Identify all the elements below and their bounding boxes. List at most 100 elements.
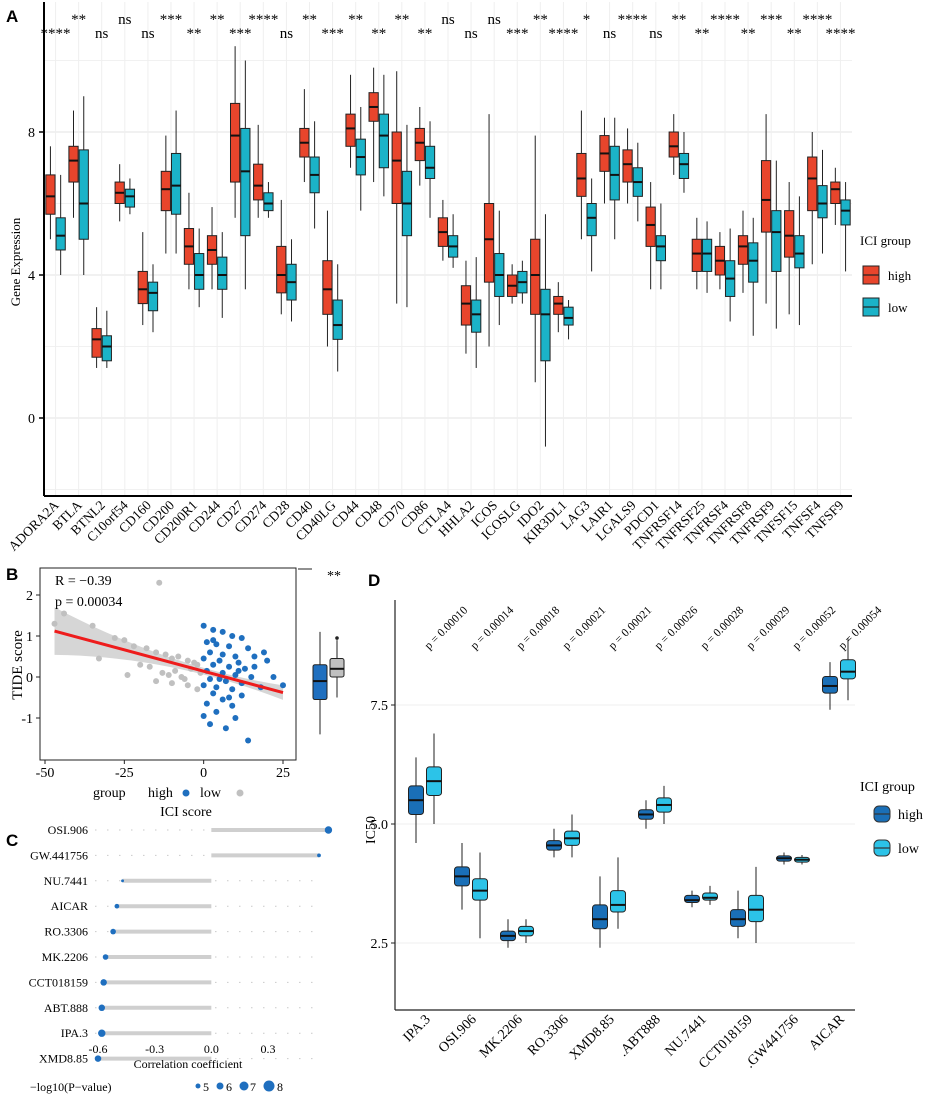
- scatter-point-low: [121, 637, 128, 644]
- significance-CD160: ns: [141, 26, 155, 42]
- pvalue-OSI.906: p = 0.00014: [469, 604, 517, 652]
- box-high-CD200: [160, 170, 171, 212]
- box-high-CD86: [414, 127, 425, 162]
- box-low-ADORA2A: [55, 217, 66, 251]
- scatter-point-high: [232, 715, 239, 721]
- row-label-RO.3306: RO.3306: [44, 925, 88, 939]
- box-low-CD200R1: [194, 253, 205, 290]
- significance-TNFRSF8: **: [741, 26, 756, 42]
- panel-c: C ICI score OSI.906 GW.441756 NU.7441 AICAR…: [6, 805, 333, 1094]
- x-tick-label: 0.3: [261, 1042, 276, 1056]
- inset-outlier: [335, 636, 339, 640]
- pvalue-IPA.3: p = 0.00010: [423, 604, 471, 652]
- box-low-BTLA: [78, 149, 89, 240]
- significance-ICOS: ns: [487, 12, 501, 28]
- y-tick-label: 1: [26, 630, 33, 645]
- lollipop-dot-IPA.3: [98, 1029, 106, 1037]
- significance-CD27: ***: [229, 26, 252, 42]
- significance-CD40: **: [302, 12, 317, 28]
- significance-TNFSF15: **: [787, 26, 802, 42]
- box-high-TNFRSF9: [760, 160, 772, 233]
- x-label-OSI.906: OSI.906: [436, 1012, 480, 1056]
- significance-CD40LG: ***: [321, 26, 344, 42]
- inset-box-high: [312, 664, 328, 701]
- panel-b-ylabel: TIDE score: [10, 630, 26, 700]
- scatter-point-high: [210, 690, 217, 697]
- panel-c-xlabel: Correlation coefficient: [134, 1057, 243, 1071]
- scatter-point-high: [251, 663, 258, 670]
- panel-b-inset-boxplot: **: [298, 568, 345, 735]
- box-high-ICOS: [483, 203, 495, 283]
- ic50-box-high-CCT018159: [730, 909, 746, 927]
- x-tick-label: -25: [115, 766, 134, 781]
- significance-CD274: ****: [248, 12, 278, 28]
- pvalue-CCT018159: p = 0.00029: [745, 604, 793, 652]
- scatter-point-low: [194, 686, 201, 693]
- row-label-XMD8.85: XMD8.85: [39, 1052, 88, 1066]
- significance-CD200: ***: [160, 12, 183, 28]
- scatter-point-high: [207, 649, 214, 656]
- box-high-TNFSF4: [807, 156, 818, 212]
- box-low-CD27: [240, 127, 251, 237]
- y-tick-label: 7.5: [371, 699, 389, 714]
- legend-dot-high: [182, 789, 190, 797]
- lollipop-dot-OSI.906: [324, 826, 333, 834]
- panel-b-legend-title: group: [93, 786, 126, 801]
- x-tick-label: -0.6: [89, 1042, 108, 1056]
- scatter-point-high: [216, 657, 223, 664]
- scatter-point-high: [203, 700, 210, 707]
- y-tick-label: 5.0: [371, 818, 389, 833]
- box-low-IDO2: [540, 288, 551, 362]
- significance-CD70: **: [394, 12, 409, 28]
- significance-HHLA2: ns: [464, 26, 478, 42]
- box-low-CD244: [217, 256, 228, 290]
- significance-CD200R1: **: [187, 26, 202, 42]
- box-low-CD274: [263, 192, 274, 212]
- scatter-point-high: [238, 635, 245, 642]
- scatter-point-high: [248, 674, 255, 680]
- scatter-point-low: [51, 620, 58, 627]
- box-high-LAG3: [576, 152, 587, 197]
- significance-CD28: ns: [280, 26, 294, 42]
- svg-text:8: 8: [277, 1080, 283, 1094]
- box-high-TNFRSF25: [691, 238, 702, 272]
- box-low-BTNL2: [101, 335, 112, 362]
- panel-c-title: ICI score: [160, 805, 212, 820]
- box-high-CD274: [253, 163, 264, 201]
- panel-c-size-legend: −log10(P−value) 5 6 7 8: [30, 1080, 283, 1094]
- y-tick-label: 0: [28, 412, 35, 427]
- box-low-TNFRSF8: [748, 242, 759, 283]
- scatter-point-high: [232, 653, 239, 660]
- x-label-RO.3306: RO.3306: [525, 1012, 572, 1059]
- x-tick-label: -0.3: [145, 1042, 164, 1056]
- row-label-MK.2206: MK.2206: [42, 950, 88, 964]
- significance-TNFSF9: ****: [825, 26, 855, 42]
- scatter-point-high: [219, 696, 226, 703]
- significance-PDCD1: ns: [649, 26, 663, 42]
- scatter-point-high: [203, 639, 210, 646]
- panel-d-legend-title: ICI group: [860, 780, 915, 795]
- box-low-CD160: [147, 281, 159, 312]
- y-tick-label: 2: [26, 589, 33, 604]
- significance-TNFRSF25: **: [694, 26, 709, 42]
- scatter-point-high: [232, 671, 239, 678]
- scatter-point-low: [181, 676, 188, 683]
- box-low-CD86: [424, 145, 436, 179]
- pvalue-AICAR: p = 0.00054: [837, 604, 885, 652]
- legend-label-high: high: [898, 808, 923, 823]
- row-label-ABT.888: ABT.888: [44, 1001, 88, 1015]
- box-high-LGALS9: [622, 149, 633, 183]
- y-tick-label: 4: [28, 269, 35, 284]
- scatter-point-low: [165, 671, 172, 678]
- ic50-box-high-NU.7441: [684, 894, 700, 904]
- box-high-PDCD1: [645, 206, 656, 247]
- lollipop-dot-MK.2206: [102, 954, 109, 960]
- row-label-GW.441756: GW.441756: [30, 848, 88, 862]
- box-low-TNFRSF9: [771, 210, 782, 272]
- ic50-box-high-AICAR: [822, 675, 838, 694]
- box-high-TNFRSF8: [737, 235, 749, 265]
- scatter-point-high: [229, 686, 236, 693]
- lollipop-dot-GW.441756: [317, 853, 321, 858]
- significance-C10orf54: ns: [118, 12, 132, 28]
- scatter-point-low: [146, 663, 153, 670]
